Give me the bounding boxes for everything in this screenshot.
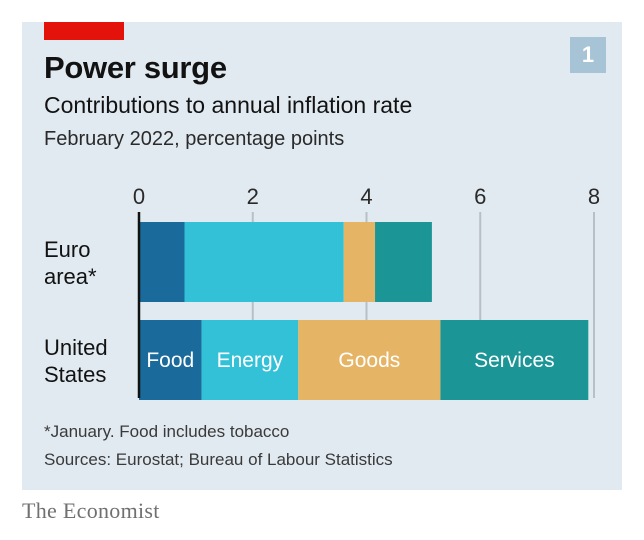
bar-goods-united-states — [298, 320, 441, 400]
bar-energy-euro-area — [184, 222, 344, 302]
sources-note: Sources: Eurostat; Bureau of Labour Stat… — [44, 450, 393, 469]
chart-title: Power surge — [44, 50, 227, 85]
category-label: United — [44, 335, 108, 360]
series-label-goods: Goods — [338, 349, 400, 372]
x-tick-label: 8 — [588, 184, 600, 209]
bar-services-united-states — [440, 320, 589, 400]
bar-goods-euro-area — [343, 222, 376, 302]
bar-food-united-states — [139, 320, 202, 400]
x-tick-label: 2 — [247, 184, 259, 209]
footnote: *January. Food includes tobacco — [44, 422, 290, 441]
category-label: Euro — [44, 237, 90, 262]
series-label-services: Services — [474, 349, 555, 372]
chart-subtitle: Contributions to annual inflation rate — [44, 92, 413, 118]
x-tick-label: 4 — [360, 184, 372, 209]
economist-brand: The Economist — [22, 498, 160, 523]
x-tick-label: 0 — [133, 184, 145, 209]
chart-units: February 2022, percentage points — [44, 128, 345, 150]
chart-card: Power surge Contributions to annual infl… — [22, 22, 622, 490]
series-label-food: Food — [146, 349, 194, 372]
series-label-energy: Energy — [217, 349, 284, 372]
bar-services-euro-area — [375, 222, 432, 302]
bar-food-euro-area — [139, 222, 185, 302]
x-tick-label: 6 — [474, 184, 486, 209]
category-label: area* — [44, 264, 97, 289]
bar-energy-united-states — [201, 320, 299, 400]
chart-number-badge: 1 — [570, 37, 606, 73]
category-label: States — [44, 362, 106, 387]
brand-red-tag — [44, 22, 124, 40]
